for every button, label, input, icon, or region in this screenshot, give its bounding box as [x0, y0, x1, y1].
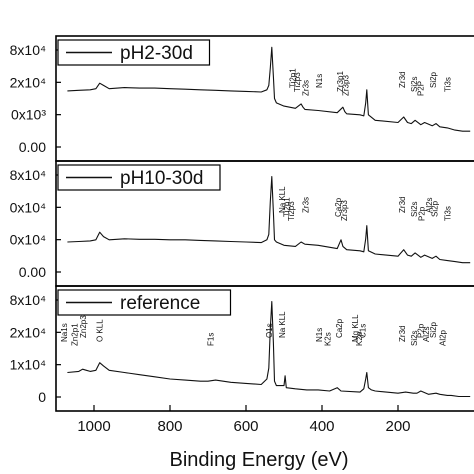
peak-label: K2s — [323, 332, 332, 346]
y-tick-label: 1x10⁴ — [10, 357, 46, 373]
peak-label: F1s — [206, 333, 215, 346]
peak-label: Al2s — [425, 197, 434, 213]
peak-label: Ti2p3 — [287, 201, 296, 221]
legend-reference: reference — [57, 289, 232, 316]
peak-label: Ca2p — [335, 318, 344, 338]
peak-label: Zn2p3 — [79, 315, 88, 338]
peak-label: Na KLL — [278, 311, 287, 338]
spectrum-line-reference — [67, 301, 471, 398]
legend-label: pH2-30d — [120, 43, 193, 64]
peak-label: P2P — [417, 81, 426, 96]
y-tick-label: 8x10⁴ — [10, 42, 46, 58]
y-tick-label: 8x10⁴ — [10, 292, 46, 308]
y-tick-label: 2x10⁴ — [10, 324, 46, 340]
x-tick-label: 200 — [385, 418, 410, 435]
peak-label: N1s — [315, 74, 324, 88]
peak-label: Zn2p1 — [70, 323, 79, 346]
peak-label: P2p — [417, 323, 426, 338]
peak-label: Zr3p3 — [340, 200, 349, 221]
peak-label: Si2s — [410, 201, 419, 217]
legend-pH10-30d: pH10-30d — [57, 164, 221, 191]
peak-label: C1s — [359, 324, 368, 338]
panel-reference: 8x10⁴ 2x10⁴ 1x10⁴ 0 reference O1s Na1s Zn2p1 Zn2… — [10, 285, 474, 412]
legend-label: reference — [120, 293, 200, 314]
peak-label: Ti3s — [443, 206, 452, 221]
legend-pH2-30d: pH2-30d — [57, 39, 211, 66]
peak-label: Zr3p3 — [342, 75, 351, 96]
legend-label: pH10-30d — [120, 168, 203, 189]
peak-label: Zr3p1 — [336, 71, 345, 92]
peak-label: O1s — [265, 323, 274, 338]
y-tick-label: 0x10³ — [11, 107, 46, 123]
y-tick-label: 2x10⁴ — [10, 74, 46, 90]
peak-label: Si2p — [431, 200, 440, 217]
peak-label: P2p — [418, 206, 427, 221]
peak-label: Ti3s — [443, 77, 452, 92]
x-tick-label: 800 — [157, 418, 182, 435]
x-axis-title: Binding Energy (eV) — [170, 449, 349, 471]
peak-label: Si2p — [429, 321, 438, 338]
y-tick-label: 0.00 — [19, 139, 46, 155]
peak-label: K2p — [355, 331, 364, 346]
peak-label: Zr3d — [398, 197, 407, 213]
y-tick-label: 8x10⁴ — [10, 167, 46, 183]
y-tick-label: 0x10⁴ — [10, 199, 46, 215]
peak-label: Al2s — [422, 326, 431, 342]
spectrum-line-pH2-30d — [67, 46, 471, 132]
peak-label: Ti2p1 — [282, 197, 291, 217]
peak-label: Ti2p1 — [288, 68, 297, 88]
peak-label: Mg KLL — [351, 314, 360, 342]
legend-box — [57, 164, 221, 191]
x-tick-label: 600 — [233, 418, 258, 435]
peak-label: Al2p — [439, 329, 448, 346]
y-tick-label: 0 — [38, 389, 46, 405]
peak-label: N1s — [315, 328, 324, 342]
x-tick-label: 1000 — [77, 418, 110, 435]
panel-frame — [55, 285, 474, 412]
peak-label: Zr3s — [301, 80, 310, 96]
spectrum-line-pH10-30d — [67, 176, 471, 264]
x-axis: 1000 800 600 400 200 — [77, 405, 411, 435]
peak-label: Si2p — [429, 71, 438, 88]
peak-label: O KLL — [95, 319, 104, 342]
x-tick-label: 400 — [309, 418, 334, 435]
peak-label: Si2s — [410, 330, 419, 346]
peak-label: Zr3s — [301, 197, 310, 213]
peak-label: Na KLL — [278, 186, 287, 213]
y-tick-label: 0x10⁴ — [10, 232, 46, 248]
peak-label: Na1s — [60, 323, 69, 342]
peak-label: Ca2p — [334, 197, 343, 217]
y-tick-label: 0.00 — [19, 264, 46, 280]
peak-label: Ti2p3 — [293, 72, 302, 92]
peak-label: Si2s — [410, 76, 419, 92]
peak-label: Zr3d — [398, 72, 407, 88]
peak-label: Zr3d — [398, 326, 407, 342]
